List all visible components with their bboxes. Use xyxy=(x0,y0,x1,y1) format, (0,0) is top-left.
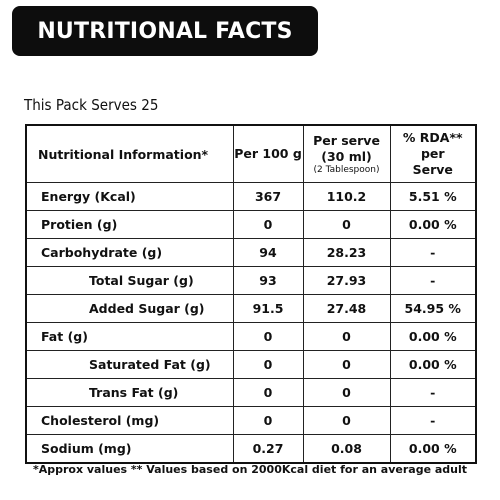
per-100g-value: 91.5 xyxy=(232,294,304,323)
per-serve-value: 0 xyxy=(302,406,391,435)
rda-value: - xyxy=(389,266,477,295)
rda-value: 0.00 % xyxy=(389,210,477,239)
per-100g-value: 0 xyxy=(232,210,304,239)
per-serve-value: 27.48 xyxy=(302,294,391,323)
per-serve-value: 28.23 xyxy=(302,238,391,267)
per-serve-value: 0 xyxy=(302,378,391,407)
header-per-serve-line3: (2 Tablespoon) xyxy=(313,164,380,175)
table-row: Trans Fat (g) 0 0 - xyxy=(25,378,477,407)
header-per-serve-line1: Per serve xyxy=(313,132,380,148)
per-serve-value: 110.2 xyxy=(302,182,391,211)
row-label: Saturated Fat (g) xyxy=(25,350,234,379)
nutrition-table: Nutritional Information* Per 100 g Per s… xyxy=(25,124,477,464)
header-per-serve: Per serve (30 ml) (2 Tablespoon) xyxy=(302,124,391,183)
per-100g-value: 0 xyxy=(232,406,304,435)
table-row: Saturated Fat (g) 0 0 0.00 % xyxy=(25,350,477,379)
table-header-row: Nutritional Information* Per 100 g Per s… xyxy=(25,124,477,183)
row-label: Fat (g) xyxy=(25,322,234,351)
row-label: Energy (Kcal) xyxy=(25,182,234,211)
rda-value: 0.00 % xyxy=(389,322,477,351)
header-rda: % RDA** per Serve xyxy=(389,124,477,183)
row-label: Total Sugar (g) xyxy=(25,266,234,295)
row-label: Carbohydrate (g) xyxy=(25,238,234,267)
table-row: Energy (Kcal) 367 110.2 5.51 % xyxy=(25,182,477,211)
per-100g-value: 367 xyxy=(232,182,304,211)
header-nutritional-information: Nutritional Information* xyxy=(25,124,234,183)
table-row: Sodium (mg) 0.27 0.08 0.00 % xyxy=(25,434,477,464)
footnote: *Approx values ** Values based on 2000Kc… xyxy=(32,463,468,476)
per-serve-value: 27.93 xyxy=(302,266,391,295)
per-serve-value: 0.08 xyxy=(302,434,391,464)
table-row: Carbohydrate (g) 94 28.23 - xyxy=(25,238,477,267)
per-serve-value: 0 xyxy=(302,210,391,239)
table-row: Added Sugar (g) 91.5 27.48 54.95 % xyxy=(25,294,477,323)
rda-value: 5.51 % xyxy=(389,182,477,211)
header-rda-line2: Serve xyxy=(412,162,453,177)
per-100g-value: 93 xyxy=(232,266,304,295)
rda-value: 0.00 % xyxy=(389,350,477,379)
header-rda-line1: % RDA** per xyxy=(402,130,463,161)
header-per-serve-line2: (30 ml) xyxy=(321,148,372,164)
rda-value: 54.95 % xyxy=(389,294,477,323)
rda-value: - xyxy=(389,378,477,407)
per-100g-value: 0 xyxy=(232,350,304,379)
row-label: Sodium (mg) xyxy=(25,434,234,464)
rda-value: 0.00 % xyxy=(389,434,477,464)
per-serve-value: 0 xyxy=(302,350,391,379)
row-label: Trans Fat (g) xyxy=(25,378,234,407)
table-row: Fat (g) 0 0 0.00 % xyxy=(25,322,477,351)
nutritional-facts-banner: NUTRITIONAL FACTS xyxy=(12,6,318,56)
row-label: Protien (g) xyxy=(25,210,234,239)
table-row: Total Sugar (g) 93 27.93 - xyxy=(25,266,477,295)
rda-value: - xyxy=(389,406,477,435)
table-row: Protien (g) 0 0 0.00 % xyxy=(25,210,477,239)
header-per-100g: Per 100 g xyxy=(232,124,304,183)
table-row: Cholesterol (mg) 0 0 - xyxy=(25,406,477,435)
per-100g-value: 0 xyxy=(232,378,304,407)
pack-serves-label: This Pack Serves 25 xyxy=(24,96,159,114)
per-100g-value: 0 xyxy=(232,322,304,351)
per-100g-value: 0.27 xyxy=(232,434,304,464)
rda-value: - xyxy=(389,238,477,267)
per-100g-value: 94 xyxy=(232,238,304,267)
row-label: Cholesterol (mg) xyxy=(25,406,234,435)
row-label: Added Sugar (g) xyxy=(25,294,234,323)
per-serve-value: 0 xyxy=(302,322,391,351)
